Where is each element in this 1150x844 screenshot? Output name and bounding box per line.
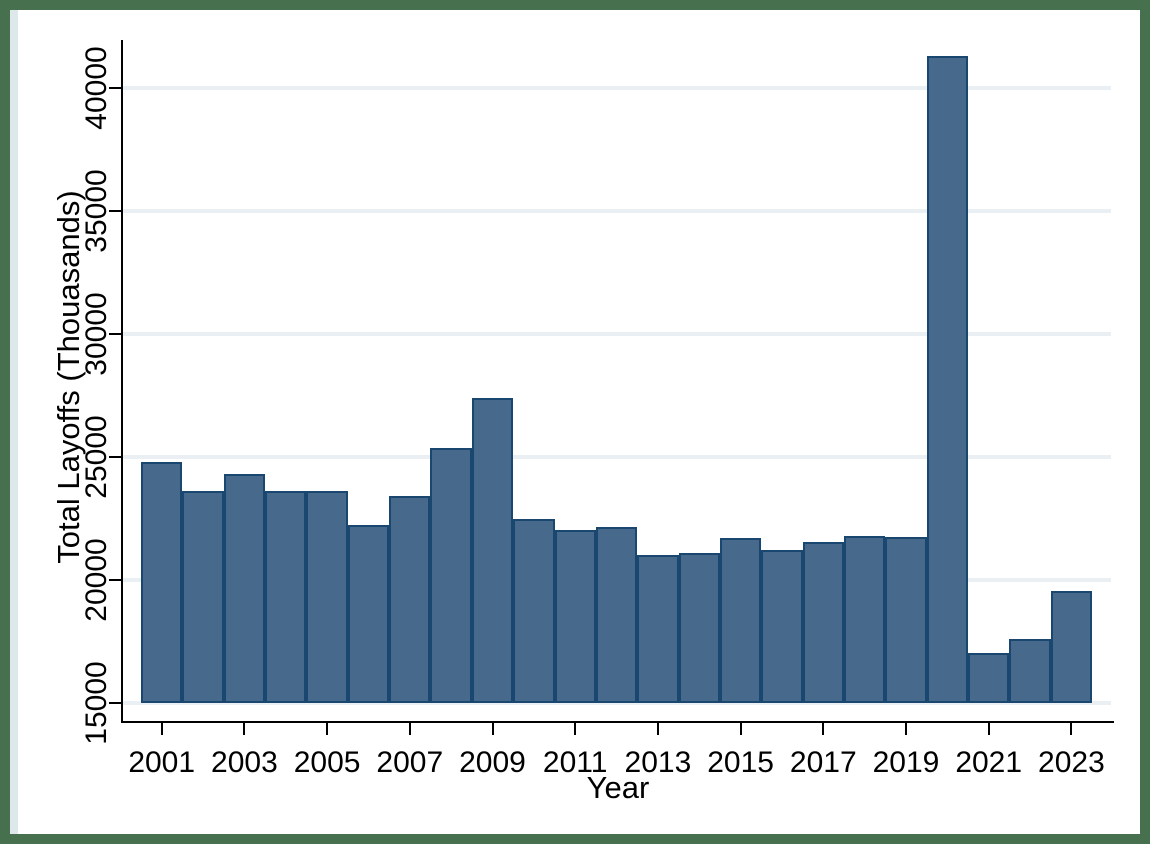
chart-canvas: 15000 20000 25000 30000 35000 40000 2001 2003 20…	[10, 10, 1140, 834]
bar-2023	[1050, 591, 1093, 703]
bar-2011	[554, 529, 596, 703]
y-tick-40000	[109, 87, 121, 89]
x-tick-label-2001: 2001	[128, 746, 196, 779]
x-tick-2017	[822, 723, 825, 735]
x-tick-2001	[160, 723, 163, 735]
x-tick-2013	[656, 723, 659, 735]
bar-2006	[347, 524, 390, 703]
x-tick-2019	[905, 723, 907, 735]
bar-2019	[885, 536, 927, 703]
x-tick-label-2017: 2017	[789, 746, 857, 779]
y-gridline-30000	[123, 332, 1111, 336]
bar-2010	[513, 518, 555, 703]
x-tick-label-2005: 2005	[293, 746, 361, 779]
y-tick-20000	[109, 579, 121, 581]
y-tick-30000	[109, 333, 121, 335]
x-axis-title: Year	[586, 770, 650, 805]
x-tick-2003	[243, 723, 246, 735]
bar-2009	[471, 397, 514, 703]
bar-2013	[637, 555, 679, 703]
bar-2002	[182, 491, 224, 703]
bar-2004	[265, 491, 307, 703]
right-edge-strip	[10, 10, 18, 834]
x-tick-label-2003: 2003	[211, 746, 278, 779]
y-gridline-15000	[123, 701, 1111, 705]
x-tick-2007	[408, 723, 411, 735]
x-tick-2005	[326, 723, 329, 735]
y-tick-15000	[109, 702, 121, 704]
bar-2005	[306, 491, 348, 703]
y-gridline-35000	[123, 209, 1111, 213]
bar-2014	[678, 552, 720, 703]
x-tick-label-2023: 2023	[1038, 746, 1105, 779]
y-gridline-40000	[123, 86, 1111, 90]
y-tick-25000	[109, 456, 121, 458]
x-tick-2021	[987, 723, 990, 735]
bar-2022	[1009, 639, 1051, 703]
x-tick-2023	[1070, 723, 1073, 735]
bar-2018	[843, 535, 886, 703]
x-tick-label-2013: 2013	[624, 746, 692, 779]
bar-2020	[926, 56, 969, 703]
x-tick-label-2019: 2019	[872, 746, 940, 779]
x-tick-2015	[739, 723, 742, 735]
bar-2012	[595, 527, 638, 703]
x-tick-label-2011: 2011	[542, 746, 608, 779]
y-gridline-25000	[123, 455, 1111, 459]
x-tick-2011	[574, 723, 577, 735]
bar-2003	[223, 474, 266, 703]
x-tick-2009	[491, 723, 494, 735]
bar-2016	[761, 550, 803, 703]
x-axis-line	[121, 721, 1114, 723]
bar-2021	[968, 652, 1010, 703]
x-tick-label-2015: 2015	[707, 746, 774, 779]
bar-2015	[719, 538, 762, 703]
y-axis-title: Total Layoffs (Thouasands)	[51, 190, 86, 564]
bar-2008	[430, 448, 472, 703]
bar-2017	[802, 541, 844, 703]
x-tick-label-2021: 2021	[955, 746, 1023, 779]
y-axis-line	[121, 40, 123, 722]
x-tick-label-2009: 2009	[459, 746, 526, 779]
bar-2007	[389, 496, 431, 703]
bar-2001	[141, 461, 183, 703]
x-tick-label-2007: 2007	[376, 746, 444, 779]
y-tick-35000	[109, 210, 121, 212]
